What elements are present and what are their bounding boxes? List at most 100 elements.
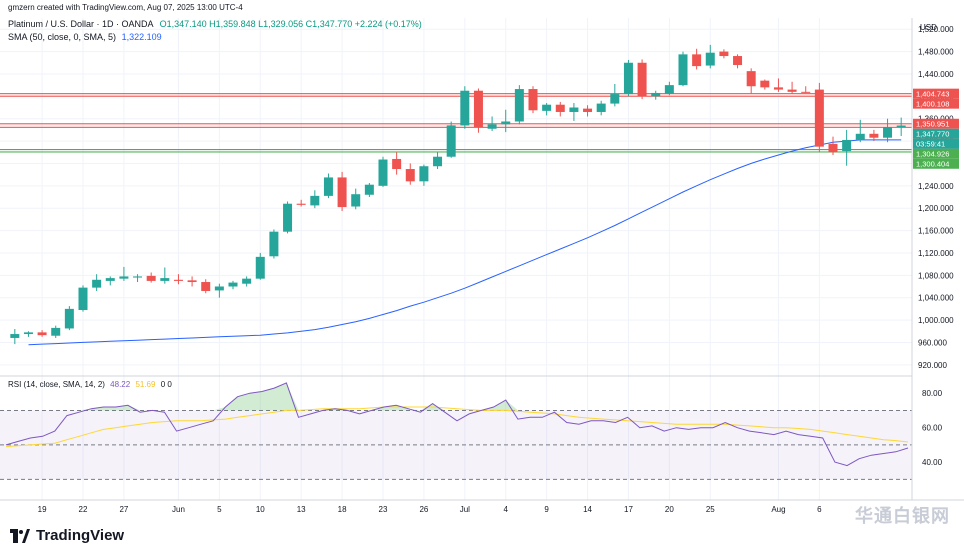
candle-up (460, 86, 470, 129)
candle-up (64, 306, 74, 331)
candle-body (664, 85, 674, 94)
candle-up (51, 325, 61, 338)
candlestick-series (10, 44, 906, 345)
rsi-tick-label: 60.00 (922, 424, 943, 433)
candle-body (678, 54, 688, 86)
candle-body (105, 278, 115, 281)
candle-up (651, 90, 661, 100)
price-tag-label: 1,300.404 (916, 160, 949, 169)
rsi-overbought-fill (79, 382, 518, 411)
candle-up (678, 51, 688, 87)
symbol-title[interactable]: Platinum / U.S. Dollar · 1D · OANDA (8, 19, 154, 29)
candle-down (392, 152, 402, 175)
candle-down (733, 54, 743, 69)
candle-body (896, 125, 906, 128)
sma-label: SMA (50, close, 0, SMA, 5) (8, 32, 117, 42)
time-tick-label: 27 (119, 505, 128, 514)
candle-body (555, 104, 565, 112)
candle-body (351, 194, 361, 207)
candle-down (814, 82, 824, 153)
candle-body (78, 287, 88, 310)
candle-body (733, 56, 743, 65)
price-tick-label: 1,000.000 (918, 316, 954, 325)
candle-down (869, 129, 879, 142)
candle-down (173, 274, 183, 285)
candle-up (501, 109, 511, 133)
sma-legend[interactable]: SMA (50, close, 0, SMA, 5) 1,322.109 (8, 32, 162, 42)
price-tag-label: 1,304.926 (916, 150, 949, 159)
candle-body (364, 184, 374, 195)
candle-down (187, 276, 197, 287)
candle-up (596, 100, 606, 116)
rsi-label: RSI (14, close, SMA, 14, 2) (8, 380, 105, 389)
price-tick-label: 1,440.000 (918, 70, 954, 79)
candle-body (405, 169, 415, 182)
price-tag-label: 1,350.951 (916, 120, 949, 129)
candle-up (446, 121, 456, 158)
price-axis[interactable]: 920.000 960.000 1,000.000 1,040.000 1,080.00… (918, 25, 954, 370)
candle-body (242, 278, 252, 284)
rsi-ma-value: 51.69 (135, 380, 156, 389)
candle-up (214, 283, 224, 298)
candle-down (801, 86, 811, 93)
candle-down (719, 49, 729, 59)
rsi-axis[interactable]: 40.00 60.00 80.00 (922, 389, 943, 467)
candle-up (228, 280, 238, 290)
candle-body (119, 276, 129, 279)
candle-up (569, 103, 579, 121)
candle-up (105, 276, 115, 286)
price-tick-label: 1,480.000 (918, 48, 954, 57)
candle-up (255, 252, 265, 280)
candle-body (419, 166, 429, 182)
candle-body (528, 89, 538, 111)
candle-up (514, 85, 524, 125)
time-tick-label: 6 (817, 505, 822, 514)
candle-down (528, 86, 538, 114)
candle-down (746, 68, 756, 94)
rsi-line (5, 382, 909, 467)
candle-down (37, 330, 47, 337)
candle-body (746, 71, 756, 87)
candle-body (719, 51, 729, 57)
tradingview-logo[interactable]: TradingView (10, 527, 124, 544)
candle-up (419, 164, 429, 186)
candle-body (705, 52, 715, 66)
sma-value: 1,322.109 (121, 32, 162, 42)
candle-up (896, 117, 906, 137)
candle-body (473, 90, 483, 128)
candle-body (133, 276, 143, 278)
rsi-extra: 0 0 (160, 380, 172, 389)
candle-body (201, 282, 211, 291)
creator-line: gmzern created with TradingView.com, Aug… (8, 3, 243, 12)
candle-down (637, 59, 647, 100)
candle-body (773, 87, 783, 90)
rsi-tick-label: 80.00 (922, 389, 943, 398)
candle-up (92, 274, 102, 291)
candle-body (583, 108, 593, 112)
candle-down (555, 101, 565, 117)
rsi-legend[interactable]: RSI (14, close, SMA, 14, 2) 48.22 51.69 … (8, 380, 172, 389)
candle-body (187, 280, 197, 283)
time-tick-label: 4 (504, 505, 509, 514)
candle-body (692, 54, 702, 67)
zone-band (0, 149, 912, 153)
candle-down (201, 279, 211, 294)
candle-up (623, 59, 633, 97)
candle-body (460, 90, 470, 126)
price-tick-label: 1,160.000 (918, 227, 954, 236)
time-tick-label: 26 (419, 505, 428, 514)
rsi-panel (0, 382, 912, 480)
price-tag-box (913, 158, 959, 169)
candle-up (842, 129, 852, 166)
price-tick-label: 920.000 (918, 361, 947, 370)
time-axis[interactable]: 19 22 27 Jun 5 10 13 18 23 26 Jul 4 9 14 17 20 25 Aug 6 (38, 505, 822, 514)
candle-down (692, 48, 702, 70)
candle-body (569, 107, 579, 112)
countdown-label: 03:59:41 (916, 140, 945, 149)
candle-up (610, 84, 620, 107)
price-tag-box (913, 118, 959, 129)
price-tag-label: 1,347.770 (916, 130, 949, 139)
candle-down (787, 81, 797, 94)
candle-body (296, 203, 306, 205)
